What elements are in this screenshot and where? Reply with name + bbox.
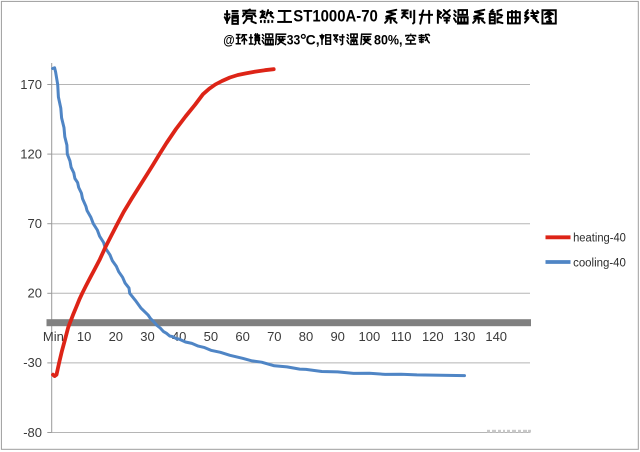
svg-text:Min: Min	[43, 329, 64, 344]
svg-text:110: 110	[391, 329, 412, 344]
svg-text:ST1000A-70: ST1000A-70	[293, 7, 378, 26]
svg-text:@: @	[223, 31, 234, 47]
svg-text:-80: -80	[23, 425, 42, 440]
svg-text:heating-40: heating-40	[573, 233, 626, 245]
svg-text:20: 20	[109, 329, 123, 344]
svg-text:cooling-40: cooling-40	[573, 257, 626, 269]
svg-text:C,: C,	[306, 31, 320, 47]
svg-text:30: 30	[140, 329, 154, 344]
svg-text:70: 70	[28, 216, 42, 231]
svg-text:120: 120	[422, 329, 444, 344]
svg-text:50: 50	[204, 329, 218, 344]
svg-text:70: 70	[267, 329, 281, 344]
svg-text:33: 33	[287, 31, 301, 47]
svg-text:90: 90	[330, 329, 344, 344]
svg-text:140: 140	[485, 329, 507, 344]
svg-text:80%,: 80%,	[374, 31, 403, 47]
svg-text:-30: -30	[23, 355, 42, 370]
svg-text:120: 120	[20, 146, 42, 161]
svg-text:20: 20	[28, 286, 42, 301]
svg-text:80: 80	[299, 329, 313, 344]
svg-text:130: 130	[454, 329, 476, 344]
svg-text:60: 60	[235, 329, 249, 344]
svg-text:100: 100	[359, 329, 381, 344]
svg-text:10: 10	[77, 329, 91, 344]
svg-text:170: 170	[20, 77, 42, 92]
